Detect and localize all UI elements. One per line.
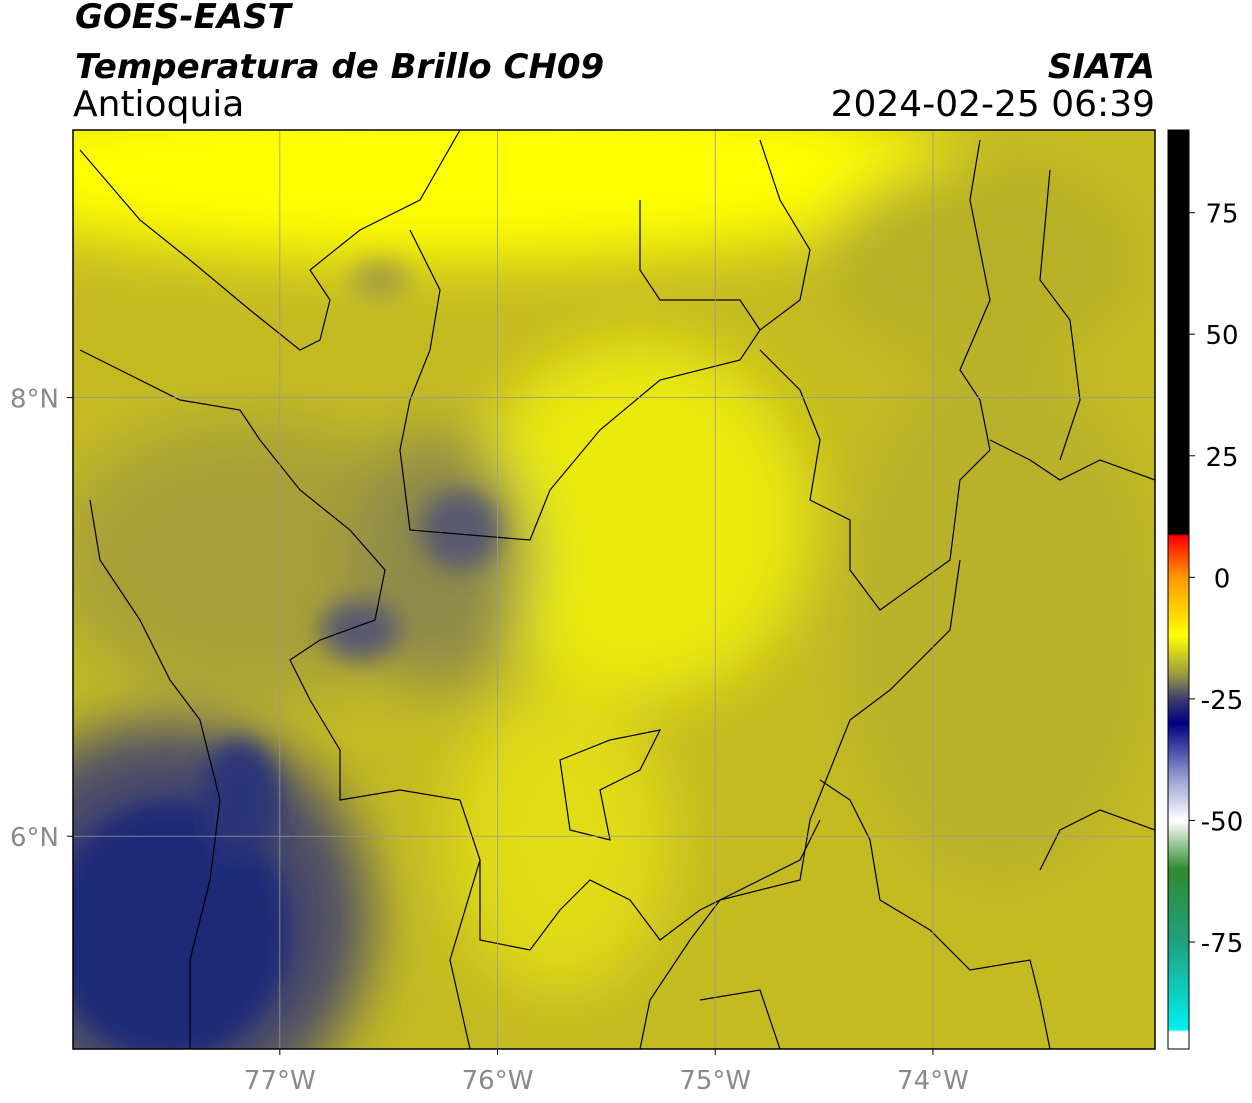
colorbar	[1167, 129, 1190, 1050]
region: Antioquia	[73, 84, 244, 125]
borders	[79, 130, 1155, 1049]
title: GOES-EAST	[75, 0, 294, 37]
map-frame	[72, 129, 1156, 1050]
source: SIATA	[1048, 47, 1155, 87]
y-tick-label: 8°N	[10, 385, 59, 415]
y-tick-label: 6°N	[10, 823, 59, 853]
colorbar-tick-label: 0	[1214, 564, 1231, 594]
x-tick-label: 77°W	[244, 1066, 316, 1096]
satellite-image	[73, 130, 1155, 1049]
subtitle: Temperatura de Brillo CH09	[75, 47, 604, 87]
x-tick-label: 76°W	[462, 1066, 534, 1096]
colorbar-tick-label: -25	[1201, 686, 1243, 716]
datetime: 2024-02-25 06:39	[831, 84, 1155, 125]
colorbar-tick-label: -50	[1201, 807, 1243, 837]
colorbar-tick-label: 50	[1205, 321, 1238, 351]
x-tick-label: 74°W	[897, 1066, 969, 1096]
grid	[73, 130, 1155, 1049]
x-tick-label: 75°W	[679, 1066, 751, 1096]
colorbar-tick-label: -75	[1201, 929, 1243, 959]
colorbar-tick-label: 25	[1205, 443, 1238, 473]
colorbar-tick-label: 75	[1205, 200, 1238, 230]
